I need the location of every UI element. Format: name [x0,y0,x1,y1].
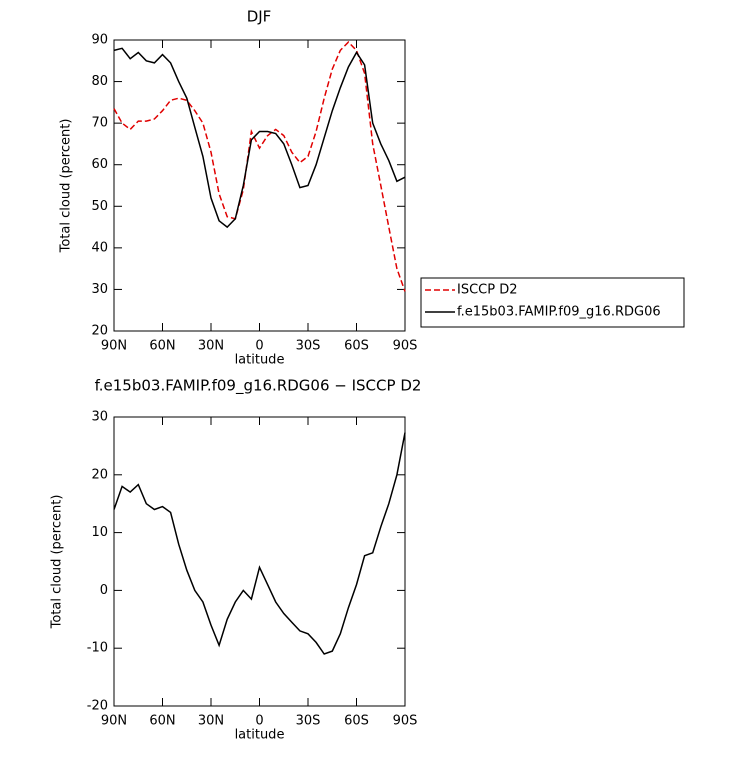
y-tick-label: 90 [91,33,108,48]
y-tick-label: -20 [87,699,108,714]
y-tick-label: 50 [91,199,108,214]
y-tick-label: 40 [91,240,108,255]
series-line [113,41,406,292]
x-tick-label: 60S [344,339,369,354]
x-tick-label: 90N [101,339,127,354]
series-line [113,47,406,229]
chart-title: DJF [247,8,272,26]
chart-title: f.e15b03.FAMIP.f09_g16.RDG06 − ISCCP D2 [95,377,422,396]
y-tick-label: 70 [91,116,108,131]
y-tick-label: -10 [87,641,108,656]
y-tick-label: 80 [91,74,108,89]
x-axis-label: latitude [235,353,285,368]
x-tick-label: 30S [296,339,321,354]
y-tick-label: 0 [100,583,108,598]
x-tick-label: 90S [393,714,418,729]
x-tick-label: 0 [255,339,263,354]
x-tick-label: 60N [149,714,175,729]
y-tick-label: 20 [91,324,108,339]
x-tick-label: 60N [149,339,175,354]
plot-frame [113,416,406,707]
x-axis-label: latitude [235,728,285,743]
x-tick-label: 90S [393,339,418,354]
y-tick-label: 30 [91,282,108,297]
x-tick-label: 30S [296,714,321,729]
y-axis-label: Total cloud (percent) [50,495,65,630]
y-tick-label: 20 [91,467,108,482]
plot-frame [113,39,406,332]
legend-label: f.e15b03.FAMIP.f09_g16.RDG06 [457,305,661,320]
x-tick-label: 90N [101,714,127,729]
x-tick-label: 30N [198,714,224,729]
x-tick-label: 0 [255,714,263,729]
x-tick-label: 30N [198,339,224,354]
y-axis-label: Total cloud (percent) [59,119,74,254]
y-tick-label: 10 [91,525,108,540]
x-tick-label: 60S [344,714,369,729]
legend-box [420,277,685,328]
y-tick-label: 60 [91,157,108,172]
legend-label: ISCCP D2 [457,283,518,298]
y-tick-label: 30 [91,410,108,425]
series-line [113,432,406,655]
